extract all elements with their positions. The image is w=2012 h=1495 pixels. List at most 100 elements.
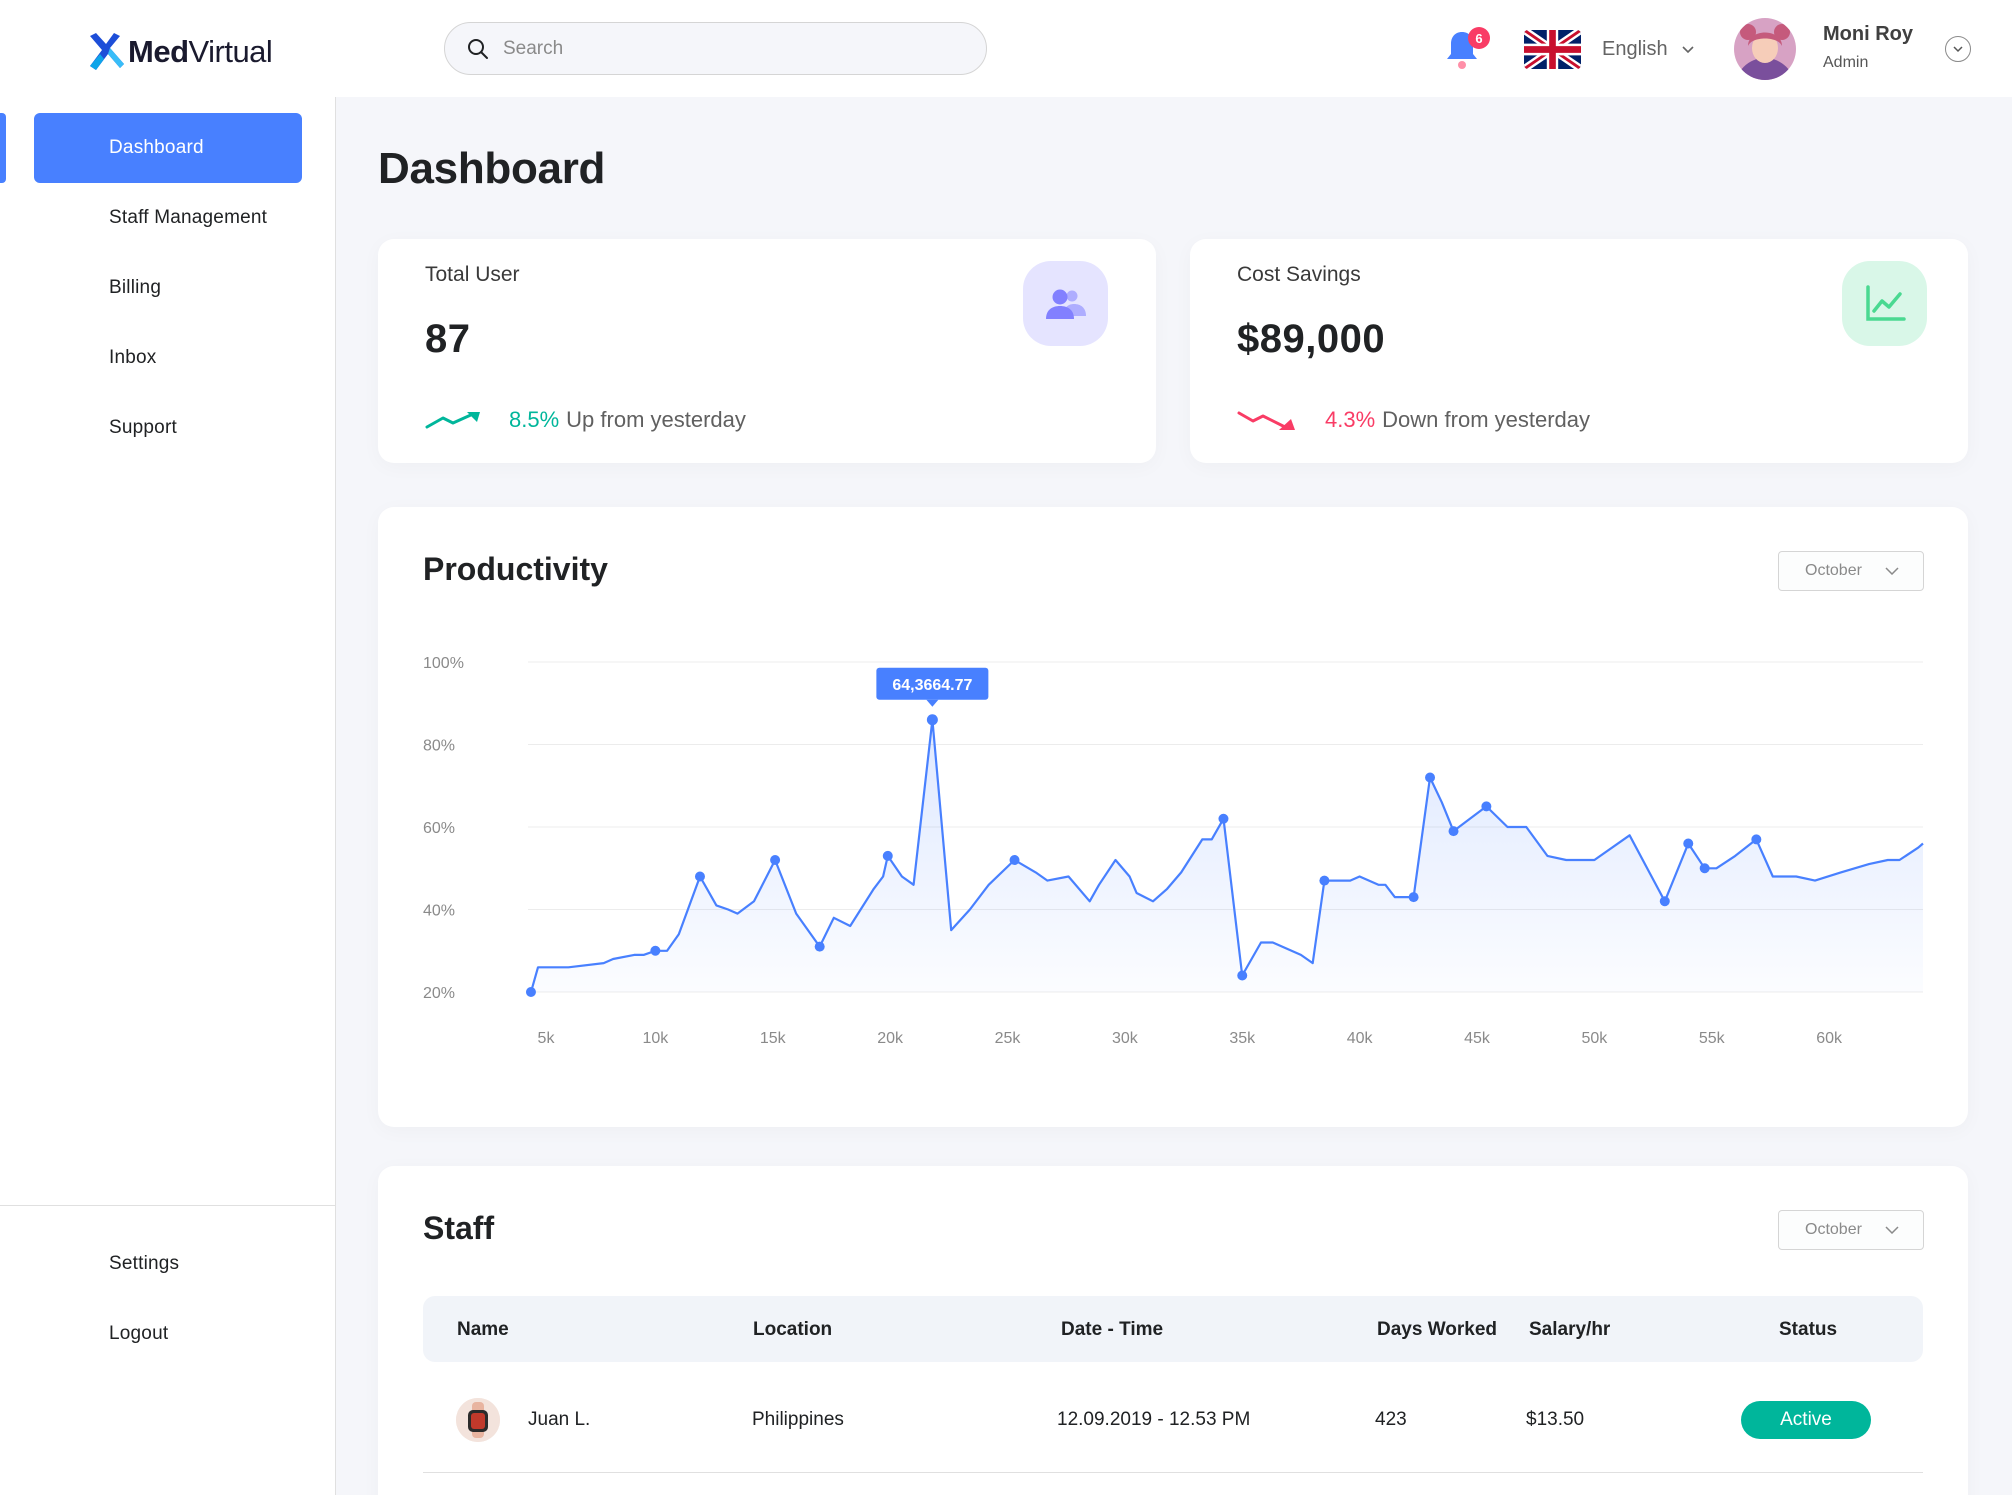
column-header-status[interactable]: Status bbox=[1779, 1319, 1838, 1340]
data-point[interactable] bbox=[1218, 813, 1229, 824]
staff-month-select[interactable]: October bbox=[1778, 1210, 1924, 1250]
data-point[interactable] bbox=[1408, 892, 1419, 903]
data-point[interactable] bbox=[1481, 801, 1492, 812]
column-header-date-time[interactable]: Date - Time bbox=[1061, 1319, 1164, 1340]
sidebar-item-inbox[interactable]: Inbox bbox=[109, 347, 157, 368]
cell-date-time: 12.09.2019 - 12.53 PM bbox=[1057, 1409, 1251, 1430]
data-point[interactable] bbox=[1448, 826, 1459, 837]
stat-trend: 8.5% Up from yesterday bbox=[425, 407, 746, 433]
stat-label: Total User bbox=[425, 263, 520, 286]
chevron-down-icon bbox=[1953, 45, 1963, 52]
x-tick-label: 60k bbox=[1816, 1030, 1843, 1047]
cell-location: Philippines bbox=[752, 1409, 844, 1430]
search-bar[interactable] bbox=[444, 22, 987, 75]
stat-value: 87 bbox=[425, 317, 471, 361]
search-icon bbox=[468, 38, 488, 59]
data-point[interactable] bbox=[1659, 896, 1670, 907]
stat-trend: 4.3% Down from yesterday bbox=[1237, 407, 1590, 433]
productivity-title: Productivity bbox=[423, 551, 608, 587]
stat-card-cost-savings: Cost Savings $89,000 4.3% Down from yest… bbox=[1190, 239, 1968, 463]
data-point[interactable] bbox=[1751, 834, 1762, 845]
x-tick-label: 5k bbox=[538, 1030, 556, 1047]
tooltip-label: 64,3664.77 bbox=[892, 677, 972, 694]
trend-percent: 8.5% bbox=[509, 407, 560, 432]
data-point[interactable] bbox=[1425, 772, 1436, 783]
column-header-days-worked[interactable]: Days Worked bbox=[1377, 1319, 1498, 1340]
page-title: Dashboard bbox=[378, 144, 606, 193]
sidebar-item-logout[interactable]: Logout bbox=[109, 1323, 169, 1344]
cell-name: Juan L. bbox=[528, 1409, 591, 1430]
brand-name: MedVirtual bbox=[128, 34, 273, 69]
month-select-value: October bbox=[1805, 562, 1862, 579]
tooltip-arrow bbox=[926, 699, 939, 707]
status-badge: Active bbox=[1741, 1401, 1871, 1439]
x-tick-label: 50k bbox=[1581, 1030, 1608, 1047]
data-point[interactable] bbox=[694, 871, 705, 882]
x-tick-label: 20k bbox=[877, 1030, 904, 1047]
trending-up-icon bbox=[425, 412, 480, 429]
sidebar-item-settings[interactable]: Settings bbox=[109, 1253, 180, 1274]
sidebar-item-staff-management[interactable]: Staff Management bbox=[109, 207, 268, 228]
staff-title: Staff bbox=[423, 1210, 495, 1246]
user-role: Admin bbox=[1823, 54, 1869, 71]
x-tick-label: 55k bbox=[1699, 1030, 1726, 1047]
data-point[interactable] bbox=[882, 850, 893, 861]
productivity-line bbox=[529, 718, 1924, 993]
sidebar-item-billing[interactable]: Billing bbox=[109, 277, 162, 298]
sidebar-item-support[interactable]: Support bbox=[109, 417, 177, 438]
logo[interactable]: MedVirtual bbox=[86, 32, 273, 72]
month-select-value: October bbox=[1805, 1221, 1862, 1238]
data-point[interactable] bbox=[650, 945, 661, 956]
tooltip-box bbox=[876, 667, 989, 700]
y-tick-label: 80% bbox=[423, 738, 455, 755]
column-header-name[interactable]: Name bbox=[457, 1319, 509, 1340]
x-tick-label: 25k bbox=[995, 1030, 1022, 1047]
tooltip-point[interactable] bbox=[926, 714, 938, 726]
line-chart-icon bbox=[1842, 261, 1927, 346]
medvirtual-logo-icon bbox=[90, 33, 124, 70]
trending-down-icon bbox=[1237, 411, 1295, 430]
language-label: English bbox=[1602, 38, 1668, 60]
column-header-salary[interactable]: Salary/hr bbox=[1529, 1319, 1611, 1340]
data-point[interactable] bbox=[1319, 875, 1330, 886]
row-divider bbox=[423, 1472, 1923, 1473]
chevron-down-icon bbox=[1885, 567, 1899, 575]
stat-label: Cost Savings bbox=[1237, 263, 1361, 286]
chevron-down-icon bbox=[1682, 45, 1694, 53]
data-point[interactable] bbox=[814, 941, 825, 952]
x-tick-label: 35k bbox=[1229, 1030, 1256, 1047]
productivity-month-select[interactable]: October bbox=[1778, 551, 1924, 591]
trend-percent: 4.3% bbox=[1325, 407, 1376, 432]
x-tick-label: 15k bbox=[760, 1030, 787, 1047]
notification-badge: 6 bbox=[1468, 27, 1490, 49]
users-icon bbox=[1023, 261, 1108, 346]
uk-flag-icon[interactable] bbox=[1524, 30, 1581, 69]
search-input[interactable] bbox=[503, 37, 943, 60]
cell-salary: $13.50 bbox=[1526, 1409, 1585, 1430]
profile-menu-button[interactable] bbox=[1945, 36, 1971, 62]
data-point[interactable] bbox=[770, 855, 781, 865]
data-point[interactable] bbox=[1699, 863, 1710, 874]
language-selector[interactable]: English bbox=[1602, 38, 1694, 61]
data-point[interactable] bbox=[525, 987, 536, 997]
sidebar-item-dashboard[interactable]: Dashboard bbox=[34, 113, 302, 183]
productivity-card: Productivity October 20% 40% 60% 80% 100% 5k… bbox=[378, 507, 1968, 1127]
x-tick-label: 40k bbox=[1347, 1030, 1374, 1047]
avatar[interactable] bbox=[1734, 18, 1796, 80]
stat-value: $89,000 bbox=[1237, 317, 1386, 361]
data-point[interactable] bbox=[1683, 838, 1694, 849]
productivity-chart: 20% 40% 60% 80% 100% 5k 10k 15k 20k 25k 30k 35k 40k… bbox=[423, 655, 1924, 1047]
y-tick-label: 60% bbox=[423, 820, 455, 837]
notification-button[interactable]: 6 bbox=[1444, 27, 1490, 70]
stat-card-total-user: Total User 87 8.5% Up from yesterday bbox=[378, 239, 1156, 463]
table-header: Name Location Date - Time Days Worked Sa… bbox=[423, 1296, 1923, 1362]
data-point[interactable] bbox=[1237, 970, 1248, 981]
y-tick-label: 20% bbox=[423, 985, 455, 1002]
sidebar: Dashboard Staff Management Billing Inbox… bbox=[0, 97, 336, 1495]
data-point[interactable] bbox=[1009, 855, 1020, 865]
column-header-location[interactable]: Location bbox=[753, 1319, 833, 1340]
trend-text: Up from yesterday bbox=[566, 407, 746, 432]
cell-days-worked: 423 bbox=[1375, 1409, 1407, 1430]
y-tick-label: 40% bbox=[423, 903, 455, 920]
x-tick-label: 30k bbox=[1112, 1030, 1139, 1047]
